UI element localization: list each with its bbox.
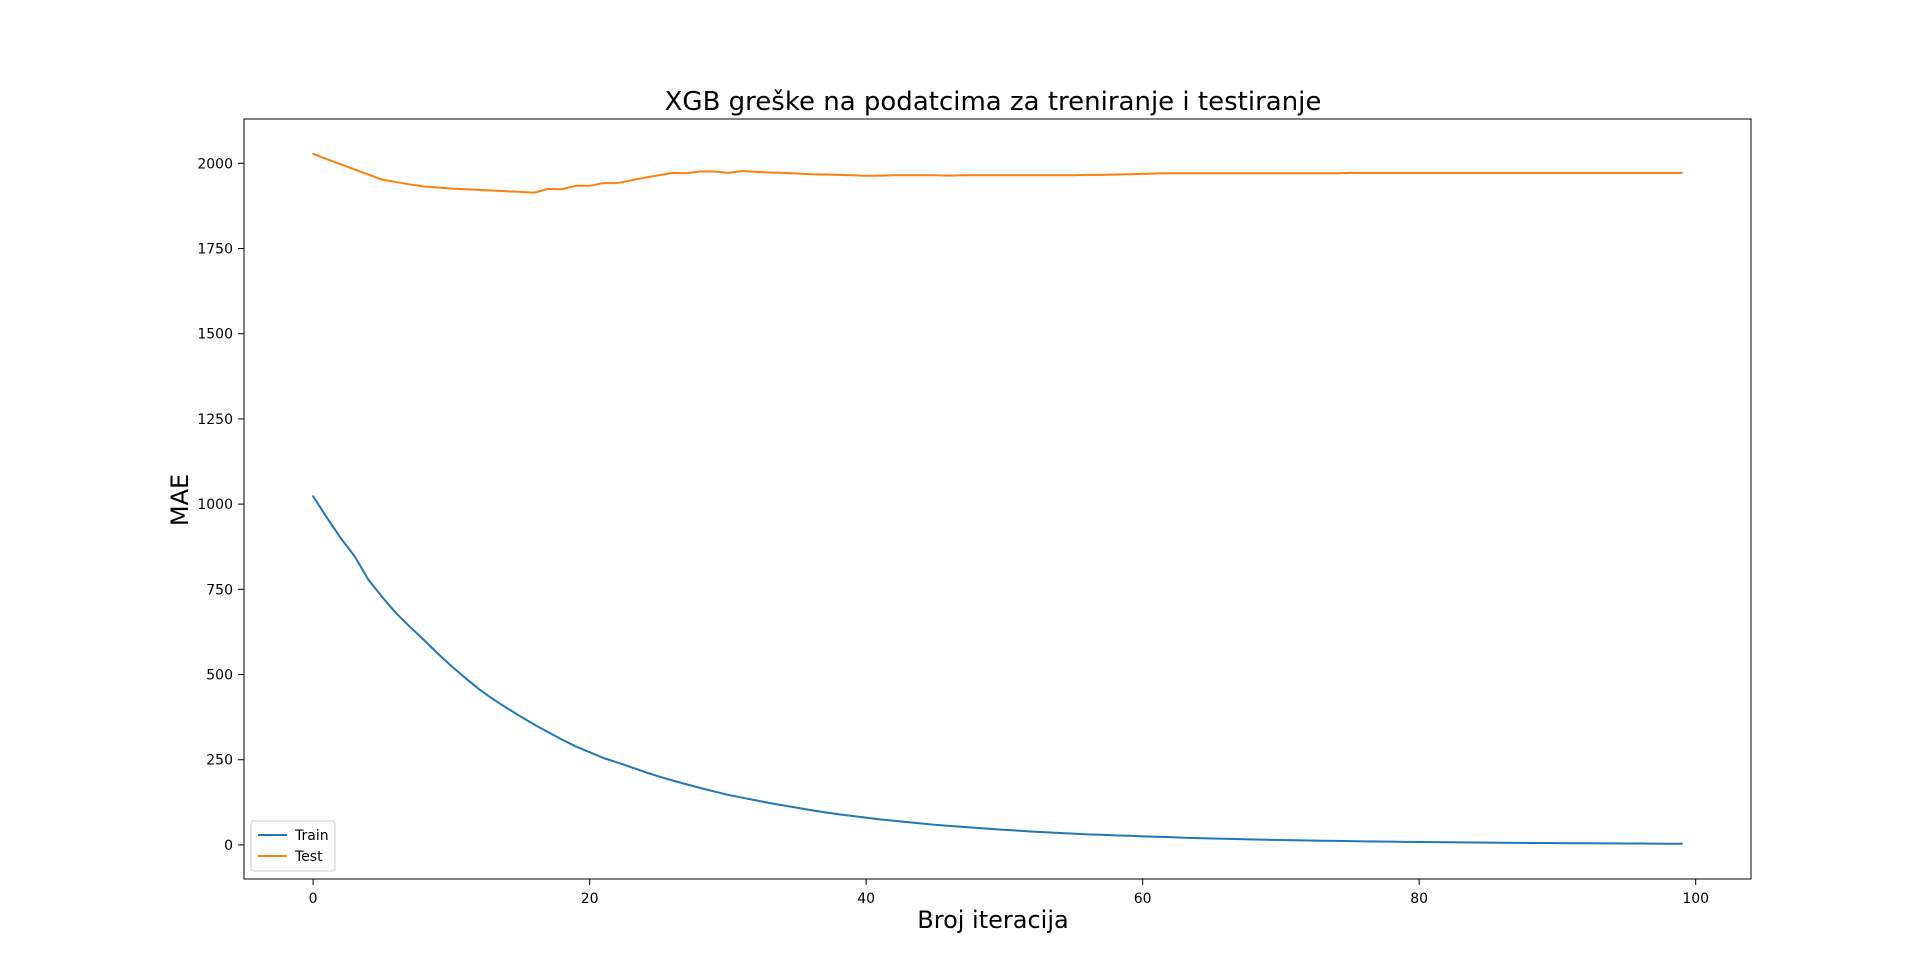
x-tick-label: 60	[1134, 891, 1152, 907]
y-axis: 0 250 500 750 1000 1250 1500 1750 2000	[197, 156, 244, 854]
legend-box	[250, 820, 336, 872]
x-tick-label: 80	[1410, 891, 1428, 907]
plot-area	[243, 118, 1752, 880]
x-tick-label: 20	[581, 891, 599, 907]
x-tick-label: 100	[1682, 891, 1709, 907]
x-tick-label: 40	[857, 891, 875, 907]
x-axis-title: Broj iteracija	[917, 906, 1068, 934]
y-tick-label: 500	[206, 668, 233, 684]
y-tick-label: 2000	[197, 156, 233, 172]
plot-frame	[243, 118, 1752, 880]
series-layer	[312, 152, 1683, 845]
y-tick-label: 250	[206, 753, 233, 769]
y-tick-label: 1000	[197, 497, 233, 513]
series-line-train	[312, 495, 1683, 845]
y-tick-label: 1500	[197, 327, 233, 343]
legend-label-train: Train	[294, 828, 329, 844]
x-tick-label: 0	[309, 891, 318, 907]
series-line-test	[312, 152, 1683, 194]
y-tick-label: 1750	[197, 242, 233, 258]
chart-title: XGB greške na podatcima za treniranje i …	[665, 87, 1322, 117]
x-axis: 0 20 40 60 80 100	[309, 879, 1709, 907]
y-tick-label: 0	[224, 838, 233, 854]
y-tick-label: 750	[206, 582, 233, 598]
legend-label-test: Test	[294, 849, 323, 865]
y-axis-title: MAE	[166, 474, 194, 526]
y-tick-label: 1250	[197, 412, 233, 428]
legend: Train Test	[250, 820, 336, 872]
